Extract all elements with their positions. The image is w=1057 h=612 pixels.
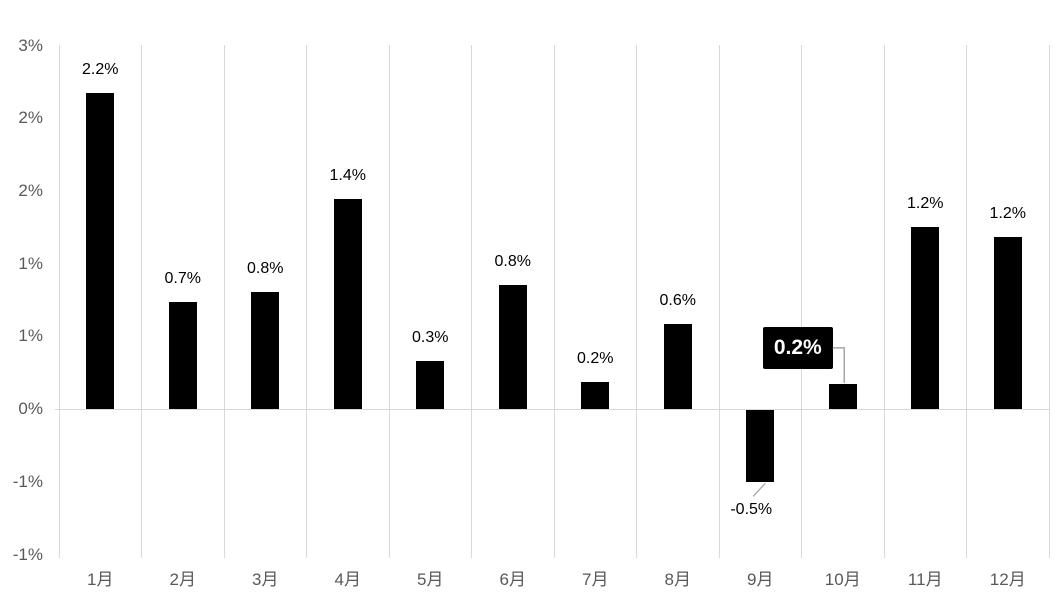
x-axis-label: 10月 [824,570,861,589]
callout-connector-line [832,347,845,383]
bar-data-label: 0.8% [247,260,284,278]
bar-3[interactable] [251,292,280,409]
vertical-gridline [883,45,885,558]
x-axis-label: 6月 [499,570,526,589]
bar-8[interactable] [663,324,692,409]
bar-data-label: 0.8% [494,252,531,270]
vertical-gridline [306,45,307,558]
x-axis-label: 2月 [169,570,196,589]
callout-label[interactable]: 0.2% [762,326,833,369]
vertical-gridline [801,45,802,558]
x-axis-label: 1月 [87,570,114,589]
bar-data-label: 0.3% [412,328,449,346]
bar-data-label: 1.4% [329,167,366,185]
label-leader-line [752,482,766,497]
bar-1[interactable] [86,92,115,409]
bar-5[interactable] [416,360,445,409]
vertical-gridline [471,45,472,558]
vertical-gridline [718,45,720,558]
bar-data-label: 1.2% [989,204,1026,222]
y-axis-label: 2% [18,108,43,128]
bar-data-label: 2.2% [82,60,119,78]
x-axis-label: 7月 [582,570,609,589]
vertical-gridline [58,45,60,558]
vertical-gridline [141,45,142,558]
bar-7[interactable] [581,382,610,409]
bar-11[interactable] [911,226,940,409]
bar-10[interactable] [828,383,857,409]
y-axis-label: -1% [12,471,43,491]
x-axis-label: 4月 [334,570,361,589]
bar-6[interactable] [498,284,527,409]
vertical-gridline [1048,45,1050,558]
y-axis-label: 2% [18,180,43,200]
x-axis-label: 5月 [417,570,444,589]
bar-4[interactable] [333,199,362,409]
bar-data-label: 1.2% [907,194,944,212]
x-axis-label: 11月 [907,570,943,589]
bar-data-label: 0.7% [164,270,201,288]
x-axis-label: 8月 [664,570,691,589]
vertical-gridline [553,45,555,558]
y-axis-label: 0% [18,399,43,419]
bar-data-label: -0.5% [730,501,773,519]
bar-2[interactable] [168,302,197,409]
y-axis-label: 1% [18,253,43,273]
x-axis-label: 12月 [989,570,1026,589]
bar-9[interactable] [746,409,775,483]
vertical-gridline [636,45,637,558]
vertical-gridline [223,45,225,558]
bar-data-label: 0.2% [577,350,614,368]
bar-12[interactable] [993,236,1022,409]
vertical-gridline [966,45,967,558]
y-axis-label: 3% [18,35,43,55]
bar-data-label: 0.6% [659,292,696,310]
zero-axis-line [55,409,1049,410]
vertical-gridline [388,45,390,558]
x-axis-label: 3月 [252,570,279,589]
x-axis-label: 9月 [747,570,774,589]
y-axis-label: -1% [12,544,43,564]
y-axis-label: 1% [18,326,43,346]
